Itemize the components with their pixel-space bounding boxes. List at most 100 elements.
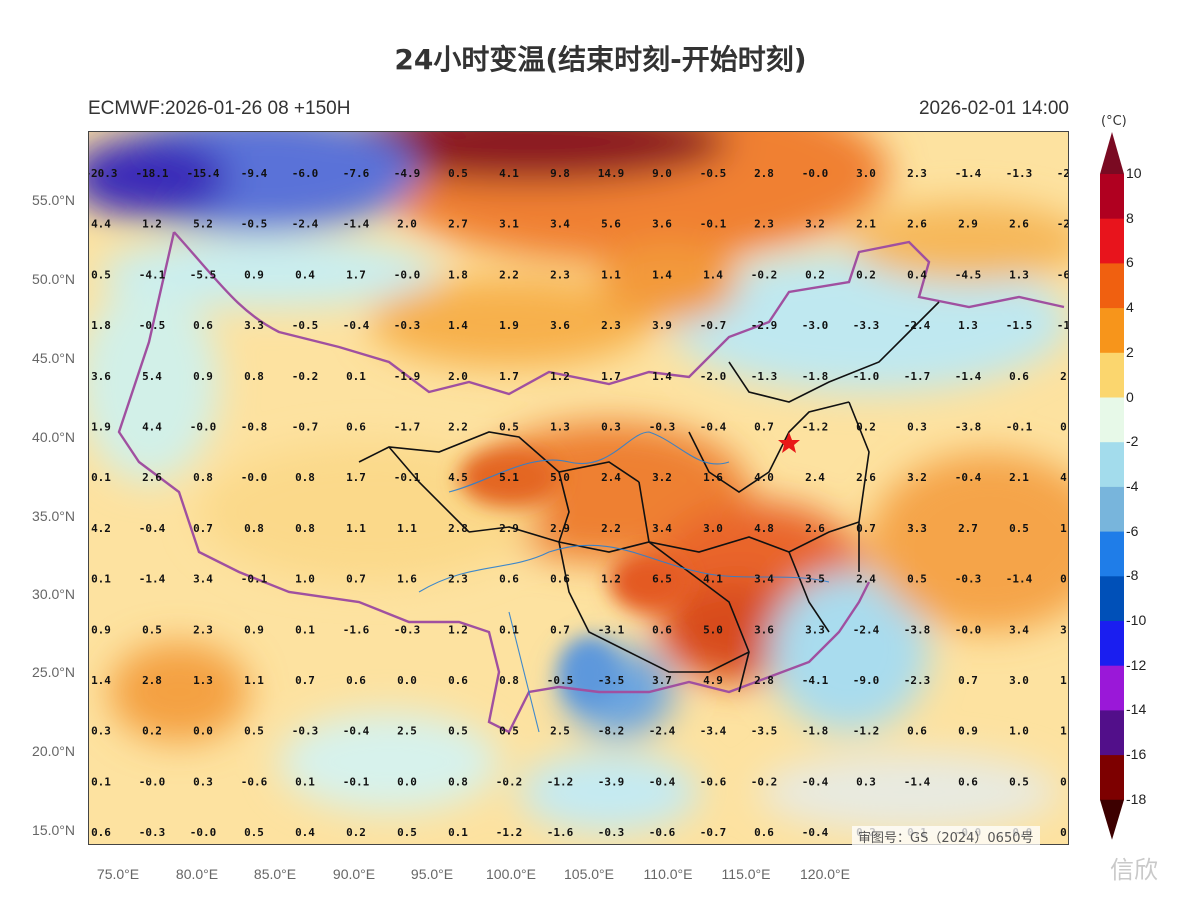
colorbar-segment (1100, 486, 1124, 533)
colorbar-segment (1100, 352, 1124, 398)
grid-value: -0.5 (292, 319, 319, 332)
national-border-north (173, 231, 1065, 396)
grid-value: 2.4 (601, 471, 621, 484)
grid-value: 2.7 (958, 522, 978, 535)
grid-value: -0.4 (802, 826, 829, 839)
grid-value: 0.8 (499, 674, 519, 687)
grid-value: 3.7 (652, 674, 672, 687)
chart-title: 24小时变温(结束时刻-开始时刻) (394, 43, 807, 76)
grid-value: 2.3 (907, 167, 927, 180)
grid-value: -0.5 (547, 674, 574, 687)
grid-value: -0.0 (802, 167, 829, 180)
grid-value: 0.2 (805, 268, 825, 281)
x-tick-label: 75.0°E (96, 866, 140, 882)
grid-value: 0.6 (448, 674, 468, 687)
grid-value: 0.7 (958, 674, 978, 687)
grid-value: 0.4 (907, 268, 927, 281)
grid-value: 4.0 (1060, 471, 1069, 484)
grid-value: 2.6 (1009, 218, 1029, 231)
grid-value: 2.0 (448, 370, 468, 383)
temperature-change-map: -20.3 -18.1 -15.4 -9.4 -6.0 -7.6 -4.9 0.5 4.1 9.8… (88, 131, 1069, 845)
grid-value: 0.3 (193, 775, 213, 788)
grid-value: -0.4 (955, 471, 982, 484)
grid-value: 0.8 (244, 370, 264, 383)
grid-value: 1.1 (244, 674, 264, 687)
grid-value: 4.2 (91, 522, 111, 535)
grid-value: 3.3 (907, 522, 927, 535)
grid-value: 1.7 (601, 370, 621, 383)
colorbar-tick-label: -2 (1126, 433, 1139, 450)
grid-value: -6.0 (292, 167, 319, 180)
grid-value: -7.6 (343, 167, 370, 180)
grid-value: 0.8 (448, 775, 468, 788)
grid-value: -1.3 (751, 370, 778, 383)
grid-value: 2.5 (550, 725, 570, 738)
grid-value: 5.6 (601, 218, 621, 231)
grid-value: -0.4 (700, 421, 727, 434)
grid-value: -2.0 (1057, 218, 1069, 231)
grid-value: 1.1 (601, 268, 621, 281)
grid-value: 2.9 (550, 522, 570, 535)
grid-value: -0.6 (700, 775, 727, 788)
grid-value: 3.0 (1009, 674, 1029, 687)
grid-value: 0.3 (1060, 573, 1069, 586)
grid-value: 0.7 (550, 623, 570, 636)
grid-value: 1.0 (1060, 725, 1069, 738)
grid-value: -1.4 (955, 167, 982, 180)
grid-value: -0.4 (802, 775, 829, 788)
grid-value: 4.0 (754, 471, 774, 484)
grid-value: -0.8 (241, 421, 268, 434)
grid-value: 9.0 (652, 167, 672, 180)
colorbar-tick-label: -18 (1126, 790, 1147, 807)
grid-value: 4.1 (703, 573, 723, 586)
grid-value: -3.9 (598, 775, 625, 788)
grid-value: -0.5 (139, 319, 166, 332)
grid-value: -1.4 (904, 775, 931, 788)
grid-value: 5.4 (142, 370, 162, 383)
grid-value: 3.5 (805, 573, 825, 586)
colorbar-unit: (°C) (1101, 114, 1127, 129)
grid-value: 0.6 (550, 573, 570, 586)
grid-value: 2.8 (754, 674, 774, 687)
grid-value: 1.9 (91, 421, 111, 434)
grid-value: 0.7 (193, 522, 213, 535)
grid-value: 0.4 (295, 826, 315, 839)
grid-value: 0.8 (295, 471, 315, 484)
grid-value: 2.5 (397, 725, 417, 738)
grid-value: 1.8 (448, 268, 468, 281)
colorbar-tick-label: -14 (1126, 701, 1147, 718)
map-approval-number: 审图号：GS（2024）0650号 (852, 826, 1040, 847)
grid-value: -3.8 (904, 623, 931, 636)
grid-value: 0.6 (346, 674, 366, 687)
grid-value: 0.6 (652, 623, 672, 636)
grid-value: -2.0 (700, 370, 727, 383)
y-tick-label: 40.0°N (32, 429, 75, 445)
grid-value: 0.9 (1060, 421, 1069, 434)
grid-value: 0.5 (448, 167, 468, 180)
grid-value: 2.1 (1009, 471, 1029, 484)
grid-value: 1.2 (448, 623, 468, 636)
grid-value: -0.4 (649, 775, 676, 788)
grid-value: -0.3 (649, 421, 676, 434)
grid-value: 3.6 (652, 218, 672, 231)
grid-value: 0.3 (907, 421, 927, 434)
grid-value: 3.2 (652, 471, 672, 484)
colorbar-top-arrow (1100, 132, 1124, 174)
grid-value: -1.2 (547, 775, 574, 788)
grid-value: 2.6 (142, 471, 162, 484)
grid-value: 3.4 (1009, 623, 1029, 636)
grid-value: 0.6 (754, 826, 774, 839)
grid-value: -1.5 (1006, 319, 1033, 332)
x-tick-label: 105.0°E (564, 866, 614, 882)
grid-value: -2.4 (853, 623, 880, 636)
grid-value: -4.9 (394, 167, 421, 180)
colorbar-segment (1100, 442, 1124, 488)
colorbar-tick-label: -6 (1126, 522, 1139, 539)
grid-value: 0.6 (907, 725, 927, 738)
grid-value: 3.4 (550, 218, 570, 231)
colorbar-tick-label: 8 (1126, 209, 1134, 226)
colorbar-segment (1100, 397, 1124, 443)
grid-value: -3.5 (751, 725, 778, 738)
colorbar-segment (1100, 710, 1124, 756)
grid-value: 0.7 (295, 674, 315, 687)
